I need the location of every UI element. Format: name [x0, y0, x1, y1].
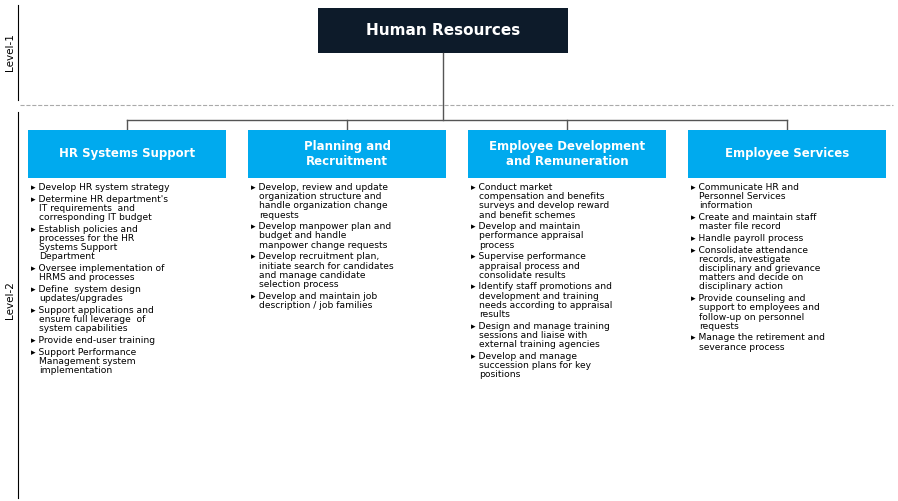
Text: ensure full leverage  of: ensure full leverage of: [39, 315, 145, 324]
Text: Planning and
Recruitment: Planning and Recruitment: [304, 140, 391, 168]
Text: ▸ Support applications and: ▸ Support applications and: [31, 306, 154, 315]
Text: ▸ Develop, review and update: ▸ Develop, review and update: [251, 183, 388, 192]
Text: ▸ Develop and manage: ▸ Develop and manage: [471, 352, 577, 361]
Text: development and training: development and training: [479, 292, 599, 301]
Text: ▸ Support Performance: ▸ Support Performance: [31, 348, 136, 357]
Text: Employee Development
and Remuneration: Employee Development and Remuneration: [489, 140, 645, 168]
Text: ▸ Handle payroll process: ▸ Handle payroll process: [691, 234, 803, 243]
Text: initiate search for candidates: initiate search for candidates: [259, 262, 393, 271]
Text: disciplinary and grievance: disciplinary and grievance: [699, 264, 821, 273]
Text: needs according to appraisal: needs according to appraisal: [479, 301, 612, 310]
Text: processes for the HR: processes for the HR: [39, 234, 134, 243]
Text: ▸ Develop HR system strategy: ▸ Develop HR system strategy: [31, 183, 170, 192]
FancyBboxPatch shape: [318, 8, 568, 53]
Text: HRMS and processes: HRMS and processes: [39, 274, 135, 282]
Text: ▸ Establish policies and: ▸ Establish policies and: [31, 225, 138, 234]
Text: appraisal process and: appraisal process and: [479, 262, 580, 271]
Text: handle organization change: handle organization change: [259, 201, 388, 210]
Text: ▸ Develop and maintain job: ▸ Develop and maintain job: [251, 292, 377, 301]
Text: implementation: implementation: [39, 366, 112, 375]
Text: Systems Support: Systems Support: [39, 243, 118, 252]
Text: Human Resources: Human Resources: [365, 23, 520, 38]
Text: ▸ Define  system design: ▸ Define system design: [31, 285, 141, 294]
Text: ▸ Identify staff promotions and: ▸ Identify staff promotions and: [471, 283, 612, 292]
Text: surveys and develop reward: surveys and develop reward: [479, 201, 609, 210]
Text: updates/upgrades: updates/upgrades: [39, 294, 123, 303]
Text: compensation and benefits: compensation and benefits: [479, 192, 604, 201]
Text: organization structure and: organization structure and: [259, 192, 382, 201]
Text: ▸ Communicate HR and: ▸ Communicate HR and: [691, 183, 799, 192]
Text: Level-2: Level-2: [5, 281, 15, 319]
Text: IT requirements  and: IT requirements and: [39, 204, 135, 213]
Text: ▸ Develop recruitment plan,: ▸ Develop recruitment plan,: [251, 253, 379, 262]
Text: results: results: [479, 310, 510, 319]
Text: follow-up on personnel: follow-up on personnel: [699, 313, 805, 322]
Text: and benefit schemes: and benefit schemes: [479, 210, 576, 219]
Text: requests: requests: [259, 210, 299, 219]
Text: sessions and liaise with: sessions and liaise with: [479, 331, 587, 340]
Text: ▸ Determine HR department's: ▸ Determine HR department's: [31, 195, 168, 204]
Text: budget and handle: budget and handle: [259, 231, 347, 240]
Text: description / job families: description / job families: [259, 301, 373, 310]
Text: and manage candidate: and manage candidate: [259, 271, 365, 280]
Text: consolidate results: consolidate results: [479, 271, 566, 280]
Text: performance appraisal: performance appraisal: [479, 231, 584, 240]
Text: ▸ Design and manage training: ▸ Design and manage training: [471, 322, 610, 331]
Text: process: process: [479, 240, 515, 249]
Text: information: information: [699, 201, 753, 210]
Text: master file record: master file record: [699, 222, 781, 231]
Text: support to employees and: support to employees and: [699, 304, 820, 313]
Text: corresponding IT budget: corresponding IT budget: [39, 213, 152, 222]
FancyBboxPatch shape: [688, 130, 886, 178]
Text: ▸ Develop and maintain: ▸ Develop and maintain: [471, 222, 580, 231]
Text: Employee Services: Employee Services: [725, 147, 850, 160]
Text: HR Systems Support: HR Systems Support: [59, 147, 195, 160]
Text: positions: positions: [479, 370, 520, 379]
Text: matters and decide on: matters and decide on: [699, 274, 803, 282]
FancyBboxPatch shape: [468, 130, 666, 178]
Text: ▸ Provide counseling and: ▸ Provide counseling and: [691, 294, 806, 303]
Text: manpower change requests: manpower change requests: [259, 240, 387, 249]
Text: ▸ Conduct market: ▸ Conduct market: [471, 183, 552, 192]
Text: Management system: Management system: [39, 357, 136, 366]
Text: Personnel Services: Personnel Services: [699, 192, 786, 201]
Text: records, investigate: records, investigate: [699, 255, 790, 264]
Text: ▸ Manage the retirement and: ▸ Manage the retirement and: [691, 334, 825, 343]
Text: requests: requests: [699, 322, 739, 331]
Text: ▸ Develop manpower plan and: ▸ Develop manpower plan and: [251, 222, 392, 231]
FancyBboxPatch shape: [248, 130, 446, 178]
Text: ▸ Consolidate attendance: ▸ Consolidate attendance: [691, 245, 808, 255]
Text: selection process: selection process: [259, 280, 339, 289]
Text: ▸ Supervise performance: ▸ Supervise performance: [471, 253, 585, 262]
Text: disciplinary action: disciplinary action: [699, 283, 783, 292]
Text: ▸ Oversee implementation of: ▸ Oversee implementation of: [31, 264, 164, 273]
Text: succession plans for key: succession plans for key: [479, 361, 591, 370]
Text: Department: Department: [39, 253, 95, 262]
Text: severance process: severance process: [699, 343, 785, 352]
Text: ▸ Provide end-user training: ▸ Provide end-user training: [31, 336, 155, 345]
Text: system capabilities: system capabilities: [39, 324, 128, 333]
Text: ▸ Create and maintain staff: ▸ Create and maintain staff: [691, 213, 816, 222]
Text: Level-1: Level-1: [5, 33, 15, 71]
FancyBboxPatch shape: [28, 130, 226, 178]
Text: external training agencies: external training agencies: [479, 340, 600, 349]
